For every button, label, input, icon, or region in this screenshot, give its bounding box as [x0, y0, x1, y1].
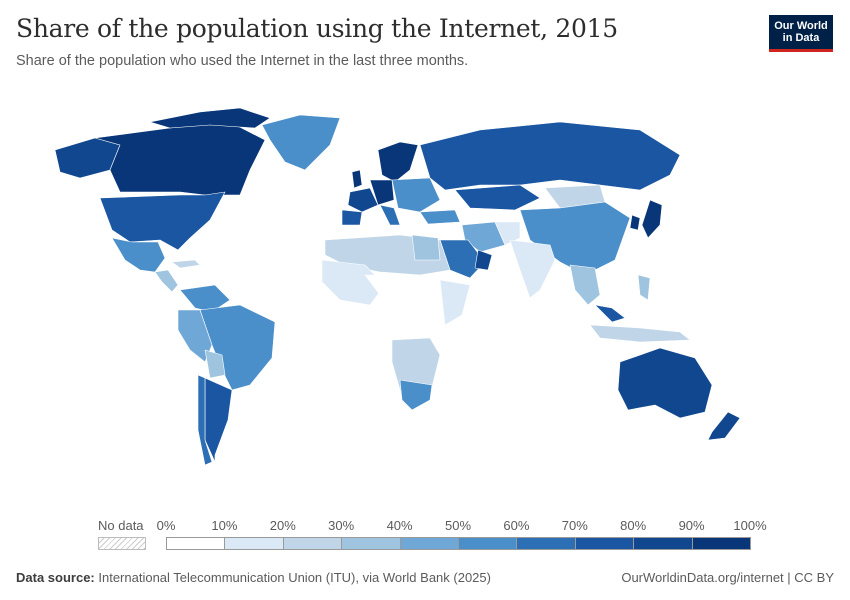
country-mexico	[111, 237, 166, 273]
country-australia	[617, 347, 713, 419]
country-eastern-europe	[391, 177, 441, 213]
country-india	[509, 239, 556, 299]
country-afghanistan	[494, 221, 521, 246]
country-malaysia	[594, 304, 626, 323]
country-central-america	[154, 269, 179, 293]
country-germany	[369, 179, 395, 206]
legend-bin-swatch[interactable]	[341, 537, 401, 550]
country-new-zealand	[707, 411, 741, 441]
legend-tick-label: 10%	[211, 518, 238, 533]
data-source-label: Data source:	[16, 570, 95, 585]
data-source-text: International Telecommunication Union (I…	[98, 570, 491, 585]
legend-bin-swatch[interactable]	[574, 537, 635, 550]
country-chile	[197, 374, 213, 466]
legend-tick-label: 20%	[269, 518, 296, 533]
country-madagascar	[457, 351, 471, 389]
country-west-africa	[321, 259, 386, 306]
country-france	[347, 187, 379, 213]
country-central-africa	[364, 274, 456, 341]
legend-bin-swatch[interactable]	[691, 537, 751, 550]
country-bolivia	[204, 349, 226, 379]
country-cuba	[171, 259, 201, 269]
country-east-africa	[439, 279, 471, 326]
chart-title: Share of the population using the Intern…	[16, 14, 618, 43]
country-scandinavia	[377, 141, 419, 183]
country-turkey	[419, 209, 461, 225]
legend-bin-swatch[interactable]	[516, 537, 576, 550]
legend-bin-swatch[interactable]	[458, 537, 518, 550]
country-greenland	[261, 114, 341, 171]
legend-tick-label: 30%	[328, 518, 355, 533]
legend: No data 0% 10% 20% 30% 40% 50% 60% 70% 80% 90% 100…	[0, 515, 850, 555]
country-kazakhstan	[454, 184, 541, 211]
legend-bin-swatch[interactable]	[166, 537, 226, 550]
country-iran	[461, 221, 506, 253]
country-southeast-asia	[569, 264, 601, 306]
owid-logo[interactable]: Our World in Data	[769, 15, 833, 52]
chart-subtitle: Share of the population who used the Int…	[16, 53, 469, 69]
country-philippines	[637, 274, 651, 301]
country-usa	[99, 191, 226, 251]
logo-line-1: Our World	[774, 20, 828, 32]
country-venezuela	[179, 284, 231, 313]
country-egypt	[411, 234, 441, 261]
legend-tick-label: 100%	[733, 518, 767, 533]
data-source: Data source: International Telecommunica…	[16, 570, 491, 585]
country-south-africa	[399, 379, 433, 411]
country-russia	[419, 121, 681, 191]
legend-bin-swatch[interactable]	[282, 537, 343, 550]
country-alaska	[54, 137, 121, 179]
legend-no-data-swatch	[98, 537, 146, 550]
country-argentina	[204, 377, 233, 463]
legend-bin-swatch[interactable]	[633, 537, 693, 550]
country-uk	[351, 169, 363, 189]
country-italy	[379, 204, 401, 226]
legend-tick-label: 0%	[156, 518, 176, 533]
legend-tick-label: 90%	[678, 518, 705, 533]
legend-bin-swatch[interactable]	[224, 537, 284, 550]
logo-line-2: in Data	[782, 32, 820, 44]
country-indonesia	[589, 324, 691, 343]
legend-tick-label: 40%	[386, 518, 413, 533]
legend-tick-label: 70%	[561, 518, 588, 533]
country-korea	[629, 214, 641, 231]
credit-link[interactable]: OurWorldinData.org/internet | CC BY	[621, 570, 834, 585]
country-japan	[641, 199, 663, 239]
country-canada-islands	[149, 107, 271, 129]
country-spain	[341, 209, 363, 226]
country-peru	[177, 309, 213, 363]
legend-tick-label: 60%	[503, 518, 530, 533]
country-canada	[94, 121, 266, 196]
legend-no-data-label: No data	[98, 518, 144, 533]
legend-bin-swatch[interactable]	[399, 537, 459, 550]
world-map[interactable]	[0, 100, 850, 500]
country-oman	[474, 249, 493, 271]
legend-tick-label: 50%	[444, 518, 472, 533]
legend-tick-label: 80%	[620, 518, 647, 533]
